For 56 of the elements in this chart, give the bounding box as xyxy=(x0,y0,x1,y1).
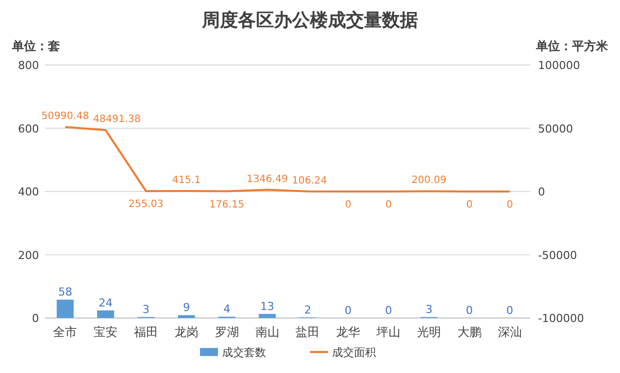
bar xyxy=(97,310,114,318)
y-tick-label: 800 xyxy=(18,59,39,72)
y2-tick-label: 50000 xyxy=(538,122,573,136)
bar xyxy=(178,315,195,318)
x-tick-label: 盐田 xyxy=(296,325,320,339)
data-label: 0 xyxy=(506,200,513,210)
data-label: 50990.48 xyxy=(41,110,90,122)
y-tick-label: 400 xyxy=(18,186,39,198)
data-label: 3 xyxy=(425,303,432,316)
y2-tick-label: 0 xyxy=(538,186,545,198)
line-series xyxy=(64,126,511,192)
y-tick-label: 0 xyxy=(32,312,39,325)
data-label: 106.24 xyxy=(292,175,327,186)
chart-title: 周度各区办公楼成交量数据 xyxy=(201,10,418,31)
y2-tick-label: -100000 xyxy=(538,312,584,325)
bar xyxy=(56,300,74,318)
legend-label: 成交面积 xyxy=(332,346,376,359)
x-tick-label: 龙华 xyxy=(336,325,360,339)
legend-label: 成交套数 xyxy=(222,346,266,359)
x-tick-label: 全市 xyxy=(53,325,78,339)
data-label: 0 xyxy=(466,200,473,210)
data-label: 415.1 xyxy=(172,174,201,186)
data-label: 9 xyxy=(182,301,190,314)
data-label: 0 xyxy=(506,304,514,317)
y2-tick-label: 100000 xyxy=(538,59,580,72)
y-tick-label: 200 xyxy=(18,248,39,262)
data-label: 48491.38 xyxy=(93,114,141,126)
bar xyxy=(258,314,276,318)
x-tick-label: 龙岗 xyxy=(174,325,198,339)
data-label: 0 xyxy=(385,304,392,317)
x-tick-label: 坪山 xyxy=(376,325,401,339)
data-label: 58 xyxy=(58,286,72,299)
x-tick-label: 福田 xyxy=(134,325,158,339)
data-label: 176.15 xyxy=(209,199,244,210)
y2-axis-title: 单位：平方米 xyxy=(535,39,609,53)
x-tick-label: 南山 xyxy=(255,325,280,339)
data-label: 13 xyxy=(260,300,274,313)
x-tick-label: 大鹏 xyxy=(457,325,482,339)
data-label: 0 xyxy=(344,304,352,317)
data-label: 2 xyxy=(304,303,312,316)
x-tick-label: 宝安 xyxy=(94,325,118,339)
data-label: 24 xyxy=(98,296,113,310)
x-tick-label: 光明 xyxy=(416,325,441,339)
y-axis-title: 单位：套 xyxy=(11,39,60,53)
x-tick-label: 罗湖 xyxy=(214,325,239,339)
data-label: 4 xyxy=(223,302,230,316)
data-label: 200.09 xyxy=(411,175,446,186)
data-label: 3 xyxy=(142,303,150,316)
data-label: 0 xyxy=(385,200,392,210)
data-label: 0 xyxy=(466,304,473,317)
data-label: 1346.49 xyxy=(246,174,288,185)
y-tick-label: 600 xyxy=(18,122,39,136)
y2-tick-label: -50000 xyxy=(538,248,577,262)
data-label: 255.03 xyxy=(128,199,164,210)
data-label: 0 xyxy=(344,200,352,210)
x-tick-label: 深汕 xyxy=(498,325,522,339)
